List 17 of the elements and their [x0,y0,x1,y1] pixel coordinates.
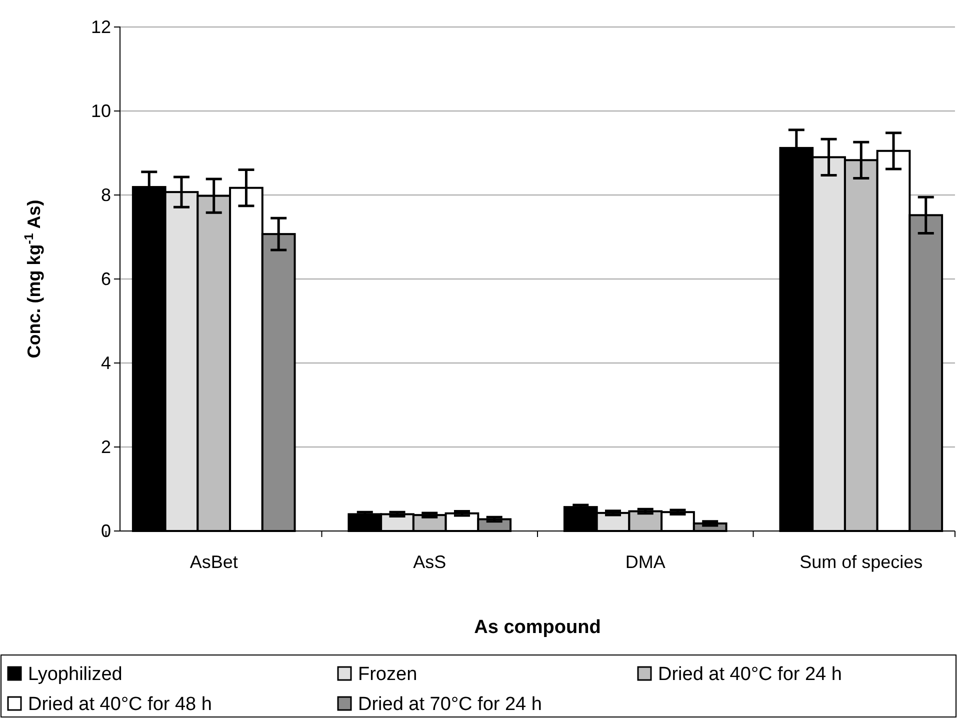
y-tick-label: 0 [100,520,111,541]
legend-label: Lyophilized [28,664,122,685]
y-tick-label: 4 [100,352,111,373]
x-tick-label: AsBet [190,552,238,572]
x-tick-label: Sum of species [800,552,923,572]
legend-label: Dried at 70°C for 24 h [358,694,542,715]
x-tick-label: DMA [625,552,666,572]
y-tick-label: 12 [90,16,111,37]
x-tick-label: AsS [413,552,446,572]
y-tick-label: 6 [100,268,111,289]
y-tick-label: 2 [100,436,111,457]
y-tick-label: 10 [90,100,111,121]
legend-label: Dried at 40°C for 24 h [658,664,842,685]
legend-label: Frozen [358,664,418,685]
y-tick-label: 8 [100,184,111,205]
legend-label: Dried at 40°C for 48 h [28,694,212,715]
x-axis-title: As compound [474,617,601,638]
